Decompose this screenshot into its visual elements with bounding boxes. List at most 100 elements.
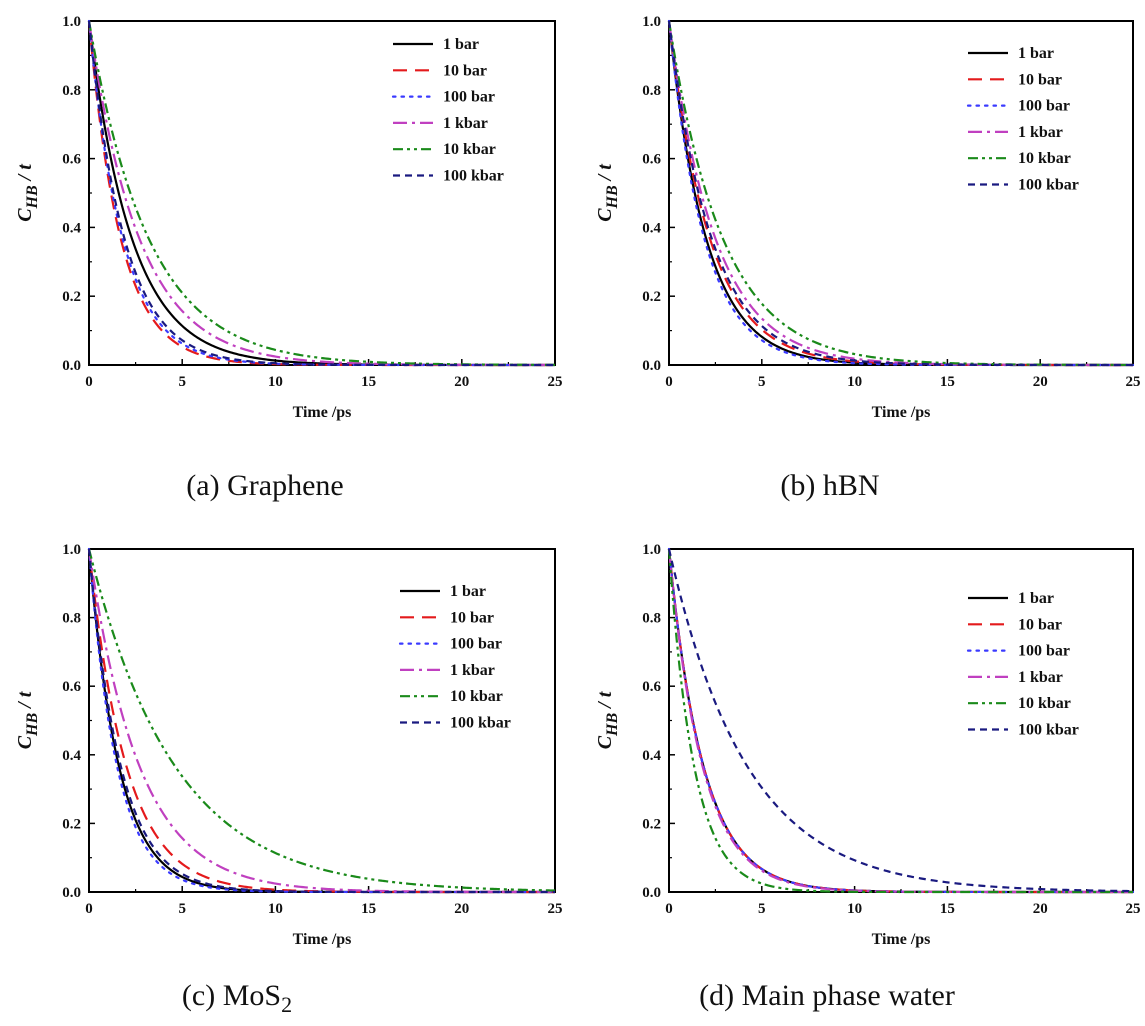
x-tick-label: 5 — [758, 901, 766, 917]
y-tick-label: 1.0 — [642, 14, 661, 30]
legend-label: 1 bar — [443, 36, 479, 53]
series-line-1-kbar — [87, 548, 555, 894]
chart-panel-3: 0 5 10 15 20 25 0.0 0.2 0.4 0.6 0.8 1.0 Time /ps CHB … — [594, 542, 1141, 1012]
legend-label: 1 kbar — [1018, 669, 1063, 686]
legend-label: 100 bar — [450, 636, 502, 653]
x-tick-label: 10 — [847, 374, 862, 390]
legend-label: 100 kbar — [1018, 177, 1079, 194]
y-tick-label: 0.0 — [62, 885, 81, 901]
x-axis-label: Time /ps — [872, 931, 931, 948]
legend-label: 100 kbar — [1018, 722, 1079, 739]
x-tick-label: 15 — [361, 901, 376, 917]
y-tick-label: 1.0 — [62, 14, 81, 30]
series-line-100-bar — [667, 547, 1135, 894]
x-tick-label: 20 — [1033, 374, 1048, 390]
panel-caption: (b) hBN — [780, 469, 879, 502]
series-line-1-kbar — [667, 548, 1133, 894]
x-tick-label: 15 — [940, 374, 955, 390]
y-tick-label: 0.0 — [62, 358, 81, 374]
x-tick-label: 20 — [454, 901, 469, 917]
y-tick-label: 0.4 — [642, 220, 661, 236]
y-tick-label: 0.0 — [642, 885, 661, 901]
y-tick-label: 0.0 — [642, 358, 661, 374]
x-tick-label: 25 — [1126, 374, 1141, 390]
panel-caption: (a) Graphene — [186, 469, 343, 502]
y-tick-label: 0.2 — [62, 816, 81, 832]
series-line-10-kbar — [667, 548, 1133, 894]
x-tick-label: 0 — [85, 901, 93, 917]
chart-panel-2: 0 5 10 15 20 25 0.0 0.2 0.4 0.6 0.8 1.0 Time /ps CHB … — [14, 542, 563, 1017]
x-tick-label: 25 — [548, 901, 563, 917]
series-line-1-kbar — [87, 20, 555, 367]
legend-label: 1 bar — [1018, 45, 1054, 62]
legend-label: 100 bar — [1018, 643, 1070, 660]
x-tick-label: 0 — [665, 901, 673, 917]
y-tick-label: 0.6 — [642, 152, 661, 168]
legend-label: 10 bar — [1018, 71, 1062, 88]
x-tick-label: 25 — [1126, 901, 1141, 917]
x-tick-label: 15 — [361, 374, 376, 390]
legend-label: 1 kbar — [443, 115, 488, 132]
legend-label: 1 kbar — [1018, 124, 1063, 141]
legend-label: 100 bar — [443, 89, 495, 106]
series-line-10-kbar — [87, 548, 556, 892]
legend-label: 1 bar — [450, 583, 486, 600]
series-line-100-bar — [87, 547, 557, 894]
y-tick-label: 0.6 — [642, 679, 661, 695]
y-tick-label: 1.0 — [62, 542, 81, 558]
x-tick-label: 15 — [940, 901, 955, 917]
y-tick-label: 0.6 — [62, 152, 81, 168]
y-axis-label: CHB / t — [14, 690, 41, 749]
legend-label: 1 kbar — [450, 662, 495, 679]
x-tick-label: 10 — [847, 901, 862, 917]
chart-panel-1: 0 5 10 15 20 25 0.0 0.2 0.4 0.6 0.8 1.0 Time /ps CHB … — [594, 14, 1141, 502]
x-tick-label: 5 — [178, 374, 186, 390]
legend-label: 10 kbar — [450, 688, 503, 705]
y-axis-label: CHB / t — [594, 163, 621, 222]
legend-label: 10 bar — [450, 609, 494, 626]
x-tick-label: 5 — [758, 374, 766, 390]
y-tick-label: 0.8 — [642, 611, 661, 627]
legend-label: 10 kbar — [1018, 150, 1071, 167]
y-tick-label: 0.8 — [62, 83, 81, 99]
x-axis-label: Time /ps — [293, 404, 352, 421]
chart-panel-0: 0 5 10 15 20 25 0.0 0.2 0.4 0.6 0.8 1.0 Time /ps CHB … — [14, 14, 563, 502]
legend-label: 10 bar — [1018, 616, 1062, 633]
series-line-100-kbar — [667, 20, 1133, 367]
y-tick-label: 0.2 — [62, 289, 81, 305]
x-axis-label: Time /ps — [872, 404, 931, 421]
y-tick-label: 0.4 — [642, 748, 661, 764]
y-axis-label: CHB / t — [594, 690, 621, 749]
panel-caption: (c) MoS2 — [182, 979, 292, 1017]
plot-frame — [668, 548, 1134, 893]
y-tick-label: 1.0 — [642, 542, 661, 558]
panel-caption: (d) Main phase water — [699, 979, 955, 1012]
x-axis-label: Time /ps — [293, 931, 352, 948]
legend-label: 10 kbar — [1018, 695, 1071, 712]
series-line-100-kbar — [667, 548, 1134, 893]
legend-label: 100 kbar — [443, 168, 504, 185]
legend-label: 10 kbar — [443, 141, 496, 158]
x-tick-label: 5 — [178, 901, 186, 917]
y-axis-label: CHB / t — [14, 163, 41, 222]
y-tick-label: 0.2 — [642, 816, 661, 832]
series-line-10-bar — [87, 548, 555, 894]
x-tick-label: 0 — [665, 374, 673, 390]
x-tick-label: 20 — [1033, 901, 1048, 917]
x-tick-label: 20 — [454, 374, 469, 390]
x-tick-label: 25 — [548, 374, 563, 390]
y-tick-label: 0.8 — [62, 611, 81, 627]
y-tick-label: 0.4 — [62, 748, 81, 764]
legend-label: 100 kbar — [450, 715, 511, 732]
series-line-1-bar — [667, 548, 1133, 894]
x-tick-label: 0 — [85, 374, 93, 390]
series-line-100-kbar — [87, 20, 555, 367]
legend-label: 10 bar — [443, 62, 487, 79]
y-tick-label: 0.6 — [62, 679, 81, 695]
y-tick-label: 0.4 — [62, 220, 81, 236]
y-tick-label: 0.8 — [642, 83, 661, 99]
x-tick-label: 10 — [268, 901, 283, 917]
x-tick-label: 10 — [268, 374, 283, 390]
y-tick-label: 0.2 — [642, 289, 661, 305]
